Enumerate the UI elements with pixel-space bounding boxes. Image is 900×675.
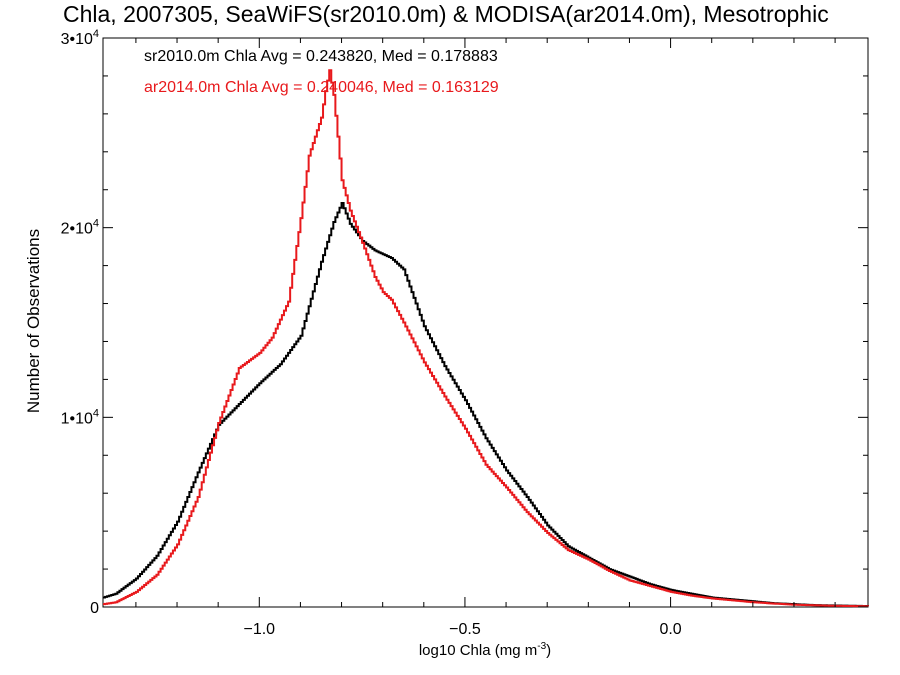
x-tick-label: 0.0 (659, 621, 681, 638)
y-tick-label: 1•104 (61, 407, 99, 427)
x-tick-label: −0.5 (449, 621, 481, 638)
y-tick-label: 3•104 (61, 28, 99, 48)
x-axis-label-close: ) (546, 642, 551, 659)
x-axis-label-main: log10 Chla (mg m (419, 642, 537, 659)
tick-layer: −1.0 −0.5 0.0 0 1•104 2•104 3•104 (61, 28, 868, 638)
plot-frame (102, 37, 869, 608)
series-annotation-sr2010: sr2010.0m Chla Avg = 0.243820, Med = 0.1… (144, 48, 498, 65)
chart-title: Chla, 2007305, SeaWiFS(sr2010.0m) & MODI… (63, 1, 829, 27)
x-tick-label: −1.0 (243, 621, 275, 638)
y-tick-label: 2•104 (61, 218, 99, 238)
y-tick-label: 0 (90, 600, 99, 617)
series-layer (103, 69, 869, 608)
series-line-sr2010-0m (103, 202, 869, 608)
x-axis-label-exponent: -3 (537, 641, 546, 652)
y-axis-label: Number of Observations (24, 229, 43, 413)
series-annotation-ar2014: ar2014.0m Chla Avg = 0.240046, Med = 0.1… (144, 79, 499, 96)
x-axis-label: log10 Chla (mg m-3) (419, 641, 551, 659)
series-line-ar2014-0m (103, 69, 869, 608)
